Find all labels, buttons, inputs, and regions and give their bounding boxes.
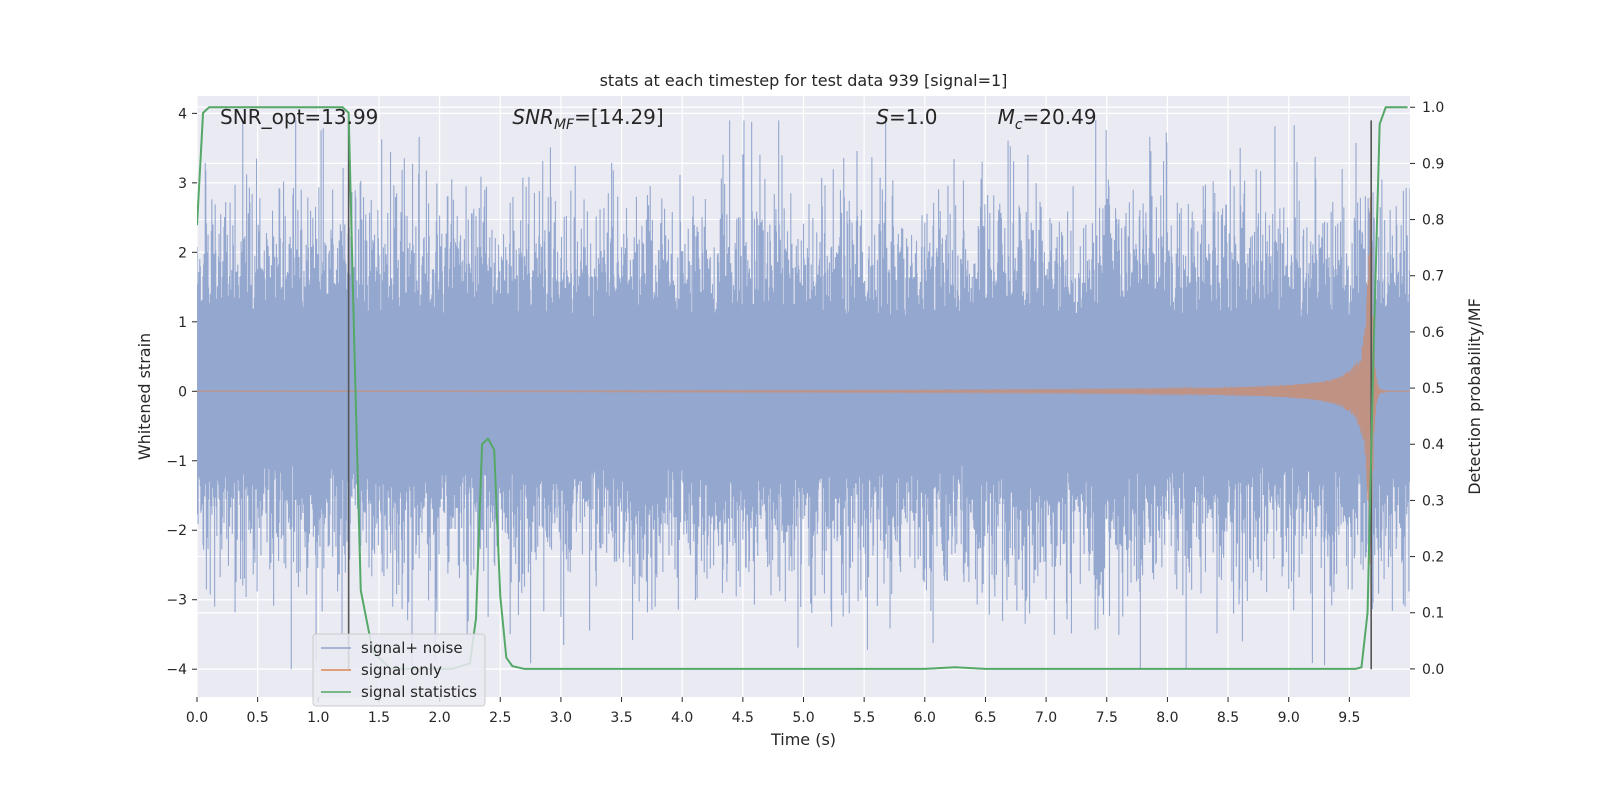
x-tick-label: 7.5	[1096, 710, 1118, 726]
x-tick-label: 4.0	[671, 710, 693, 726]
x-tick-label: 1.0	[307, 710, 329, 726]
y-right-tick-label: 0.3	[1422, 493, 1444, 509]
x-axis-label: Time (s)	[770, 730, 836, 749]
y-right-tick-label: 0.5	[1422, 381, 1444, 397]
x-tick-label: 9.0	[1278, 710, 1300, 726]
legend: signal+ noise signal only signal statist…	[312, 633, 486, 707]
annotations: SNR_opt=13.99 SNRMF=[14.29] S=1.0 Mc=20.…	[220, 105, 1097, 133]
x-tick-label: 0.0	[186, 710, 208, 726]
y-right-tick-label: 0.8	[1422, 213, 1444, 229]
y-right-tick-label: 0.9	[1422, 156, 1444, 172]
y-right-tick-label: 0.1	[1422, 606, 1444, 622]
x-tick-label: 8.5	[1217, 710, 1239, 726]
legend-entry-signal-statistics: signal statistics	[361, 683, 477, 701]
y-right-tick-label: 0.0	[1422, 662, 1444, 678]
x-tick-label: 2.0	[428, 710, 450, 726]
y-tick-label: 0	[178, 384, 187, 400]
x-tick-label: 6.0	[914, 710, 936, 726]
legend-entry-signal-noise: signal+ noise	[361, 639, 463, 657]
x-tick-label: 8.0	[1156, 710, 1178, 726]
x-tick-label: 5.5	[853, 710, 875, 726]
annotation-snr-mf-value: =[14.29]	[574, 105, 664, 129]
y-right-tick-label: 0.2	[1422, 550, 1444, 566]
data-layer	[197, 106, 1410, 670]
x-tick-label: 0.5	[247, 710, 269, 726]
annotation-snr-mf: SNRMF=[14.29]	[512, 105, 663, 133]
annotation-s-value: =1.0	[889, 105, 938, 129]
y-tick-label: −4	[166, 662, 187, 678]
x-tick-label: 6.5	[974, 710, 996, 726]
y-tick-label: 4	[178, 106, 187, 122]
y-tick-label: 1	[178, 315, 187, 331]
x-tick-label: 1.5	[368, 710, 390, 726]
annotation-s: S=1.0	[876, 105, 937, 129]
annotation-mc: Mc=20.49	[998, 105, 1097, 133]
chart-title: stats at each timestep for test data 939…	[600, 71, 1008, 90]
series-signal-statistics	[197, 106, 1408, 670]
annotation-snr-mf-sub: MF	[554, 117, 575, 133]
axes: 0.0 0.5 1.0 1.5 2.0 2.5 3.0 3.5 4.0 4.5 5.0 5.5 6.0 6…	[166, 100, 1444, 726]
y-tick-label: 3	[178, 176, 187, 192]
y-axis-right-label: Detection probability/MF	[1465, 298, 1484, 495]
y-tick-label: 2	[178, 245, 187, 261]
series-signal-only	[197, 197, 1410, 565]
y-right-tick-label: 0.7	[1422, 269, 1444, 285]
y-tick-label: −3	[166, 593, 187, 609]
x-tick-label: 5.0	[792, 710, 814, 726]
legend-entry-signal-only: signal only	[361, 661, 442, 679]
y-axis-label: Whitened strain	[135, 333, 154, 460]
x-tick-label: 3.5	[610, 710, 632, 726]
y-right-tick-label: 0.6	[1422, 325, 1444, 341]
y-tick-label: −2	[166, 523, 187, 539]
annotation-snr-opt: SNR_opt=13.99	[220, 105, 378, 129]
x-tick-label: 7.0	[1035, 710, 1057, 726]
series-signal-noise	[197, 120, 1410, 670]
y-right-tick-label: 1.0	[1422, 100, 1444, 116]
y-tick-label: −1	[166, 454, 187, 470]
x-tick-label: 4.5	[732, 710, 754, 726]
x-tick-label: 3.0	[550, 710, 572, 726]
annotation-mc-value: =20.49	[1023, 105, 1097, 129]
annotation-s-label: S	[876, 105, 889, 129]
y-right-tick-label: 0.4	[1422, 437, 1444, 453]
legend-box	[312, 633, 486, 707]
annotation-snr-mf-label: SNR	[512, 105, 554, 129]
x-tick-label: 2.5	[489, 710, 511, 726]
annotation-mc-sub: c	[1015, 117, 1023, 133]
x-tick-label: 9.5	[1338, 710, 1360, 726]
annotation-mc-label: M	[998, 105, 1015, 129]
